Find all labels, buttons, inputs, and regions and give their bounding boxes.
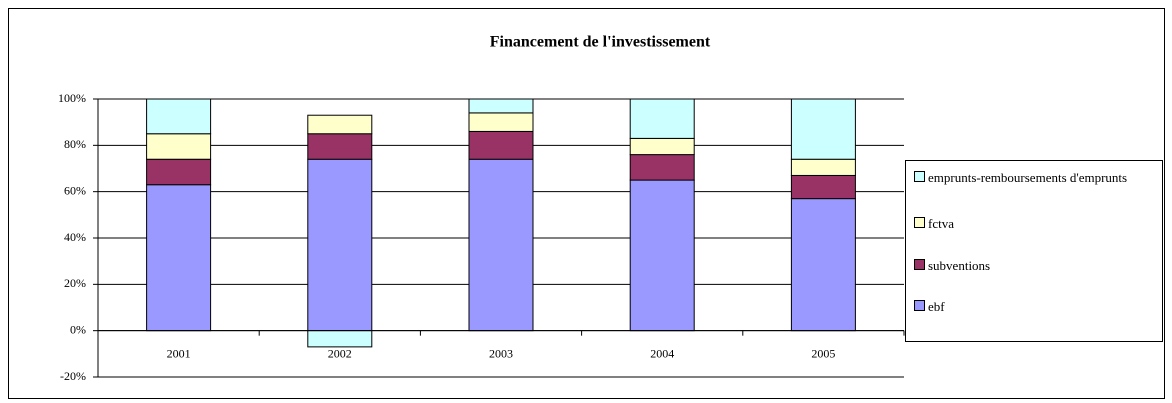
y-tick-label: 0%	[70, 322, 86, 336]
y-tick-label: 80%	[64, 137, 86, 151]
bar-segment	[307, 330, 373, 348]
legend: emprunts-remboursements d'emprunts fctva s…	[905, 160, 1163, 342]
bar-segment	[146, 133, 212, 160]
legend-swatch	[914, 259, 925, 270]
x-tick-label: 2003	[489, 346, 513, 360]
x-tick-label: 2005	[811, 346, 835, 360]
bar-segment	[307, 133, 373, 160]
legend-item: subventions	[914, 257, 1154, 275]
bar-segment	[468, 112, 534, 132]
y-tick-label: 100%	[58, 91, 86, 105]
bar-segment	[307, 114, 373, 135]
bar-segment	[146, 184, 212, 332]
x-tick-label: 2002	[328, 346, 352, 360]
legend-item: ebf	[914, 298, 1154, 316]
x-tick-label: 2004	[650, 346, 674, 360]
legend-label: emprunts-remboursements d'emprunts	[928, 170, 1128, 185]
bar-segment	[629, 98, 695, 139]
y-tick-label: 60%	[64, 183, 86, 197]
legend-label: ebf	[928, 299, 945, 314]
legend-label: subventions	[928, 258, 991, 273]
bar-segment	[629, 137, 695, 156]
bar-segment	[468, 98, 534, 114]
bar-segment	[146, 98, 212, 135]
legend-item: emprunts-remboursements d'emprunts	[914, 169, 1154, 187]
chart-title: Financement de l'investissement	[490, 34, 711, 51]
x-tick-label: 2001	[167, 346, 191, 360]
bar-segment	[629, 179, 695, 332]
legend-label: fctva	[928, 216, 954, 231]
y-tick-label: 40%	[64, 230, 86, 244]
bar-segment	[629, 154, 695, 181]
legend-swatch	[914, 300, 925, 311]
bar-segment	[790, 158, 856, 176]
bar-segment	[468, 130, 534, 160]
legend-swatch	[914, 171, 925, 182]
bar-segment	[790, 174, 856, 200]
bar-segment	[307, 158, 373, 332]
bar-segment	[790, 198, 856, 332]
y-tick-label: 20%	[64, 276, 86, 290]
legend-swatch	[914, 217, 925, 228]
bar-segment	[790, 98, 856, 160]
y-tick-label: -20%	[60, 369, 86, 383]
legend-item: fctva	[914, 215, 1154, 233]
bar-segment	[146, 158, 212, 186]
bar-segment	[468, 158, 534, 332]
